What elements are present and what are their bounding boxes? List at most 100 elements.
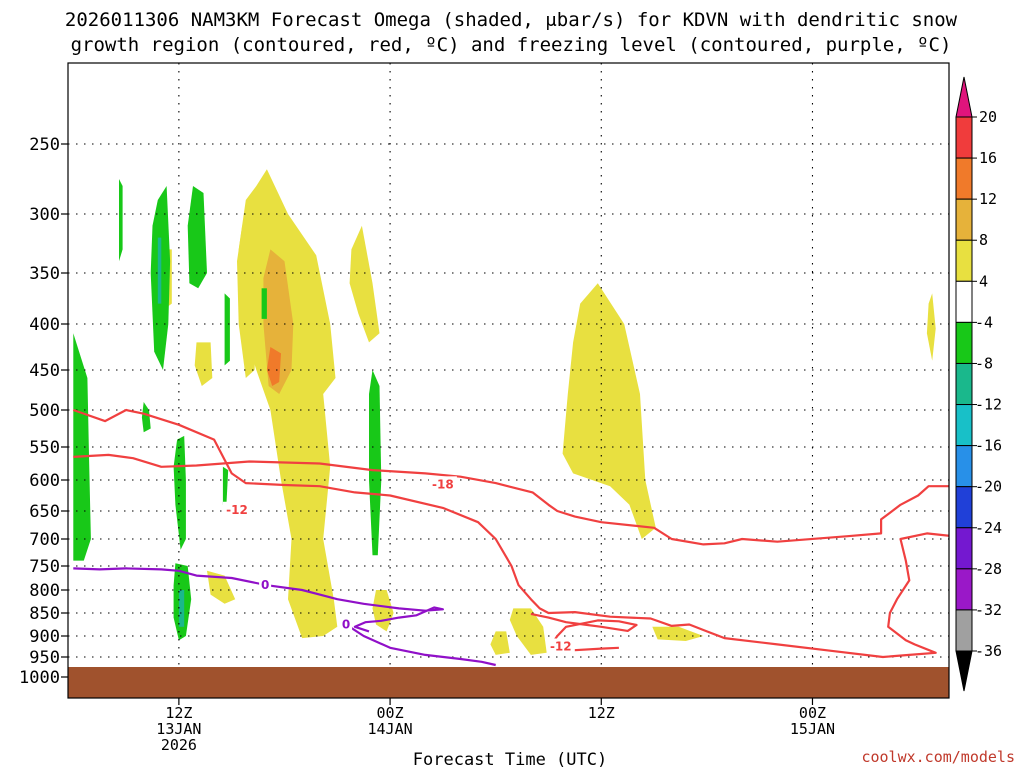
y-tick-label-450: 450 — [29, 361, 60, 381]
colorbar-band-0 — [955, 116, 973, 159]
colorbar-band-12 — [955, 609, 973, 652]
omega-region-25 — [157, 237, 162, 304]
omega-region-10 — [652, 626, 704, 641]
y-tick-label-700: 700 — [29, 530, 60, 550]
y-tick-label-900: 900 — [29, 627, 60, 647]
x-tick-label-1-line2: 14JAN — [368, 720, 413, 738]
omega-region-24 — [369, 370, 382, 556]
freezing-contour-1 — [345, 623, 496, 667]
contour-lines — [72, 408, 949, 667]
omega-region-13 — [266, 347, 281, 386]
y-tick-label-300: 300 — [29, 205, 60, 225]
freezing-contour-label-1: 0 — [342, 618, 350, 632]
contour-labels: -18 -12 -12 0 0 — [222, 476, 575, 654]
omega-region-14 — [73, 333, 91, 561]
omega-region-23 — [222, 466, 229, 505]
omega-region-2 — [349, 225, 380, 343]
y-tick-label-950: 950 — [29, 648, 60, 668]
colorbar-legend: 20 16 12 8 4 -4 -8 -12 -16 -20 -24 -28 -32 -36 — [955, 76, 1002, 692]
x-tick-label-0-line1: 12Z — [165, 704, 192, 722]
colorbar-label-10: -24 — [975, 519, 1002, 537]
omega-region-1 — [237, 214, 257, 378]
y-tick-label-800: 800 — [29, 581, 60, 601]
freezing-contour-label-0-bg — [259, 577, 272, 593]
colorbar-label-12: -32 — [975, 601, 1002, 619]
colorbar-label-9: -20 — [975, 478, 1002, 496]
omega-shading — [73, 169, 936, 655]
x-tick-label-0-line3: 2026 — [161, 736, 197, 754]
chart-title-line-2: growth region (contoured, red, ºC) and f… — [71, 34, 952, 56]
y-tick-label-400: 400 — [29, 315, 60, 335]
omega-region-4 — [194, 342, 213, 386]
omega-region-16 — [187, 186, 207, 289]
y-tick-label-250: 250 — [29, 135, 60, 155]
ground-terrain — [68, 667, 949, 698]
colorbar-label-8: -16 — [975, 437, 1002, 455]
colorbar-label-6: -8 — [975, 354, 993, 372]
dendritic-contour-label-2-bg — [546, 638, 575, 654]
freezing-contour-label-0: 0 — [261, 578, 269, 592]
y-tick-label-750: 750 — [29, 557, 60, 577]
x-axis-label: Forecast Time (UTC) — [413, 750, 607, 768]
colorbar-band-4 — [955, 280, 973, 323]
y-axis-ticks: 250 300 350 400 450 500 550 600 650 700 750 800 850 9… — [19, 135, 68, 688]
omega-region-3 — [562, 283, 656, 539]
omega-region-22 — [261, 288, 267, 319]
freezing-contour-0 — [73, 567, 444, 633]
colorbar-band-5 — [955, 321, 973, 364]
colorbar-label-1: 16 — [979, 149, 997, 167]
dendritic-contour-label-2: -12 — [550, 640, 572, 654]
dendritic-contour-0 — [73, 453, 949, 546]
x-tick-label-1-line1: 00Z — [377, 704, 404, 722]
colorbar-label-2: 12 — [979, 190, 997, 208]
omega-region-17 — [119, 179, 123, 262]
dendritic-contour-label-1-bg — [222, 501, 251, 517]
y-tick-label-1000: 1000 — [19, 668, 60, 688]
omega-region-26 — [178, 590, 185, 627]
dendritic-contour-label-1: -12 — [226, 503, 248, 517]
colorbar-band-7 — [955, 404, 973, 447]
colorbar-label-3: 8 — [979, 231, 988, 249]
colorbar-band-9 — [955, 486, 973, 529]
colorbar-label-5: -4 — [975, 313, 993, 331]
colorbar-band-11 — [955, 568, 973, 611]
dendritic-contour-label-0: -18 — [432, 477, 454, 491]
freezing-contour-label-1-bg — [340, 616, 353, 632]
x-tick-label-3-line1: 00Z — [799, 704, 826, 722]
omega-region-6 — [207, 570, 236, 604]
colorbar-label-4: 4 — [979, 272, 988, 290]
dendritic-contour-1 — [72, 408, 949, 659]
omega-region-9 — [509, 608, 547, 655]
colorbar-bottom-arrow — [955, 650, 973, 692]
x-tick-label-3-line2: 15JAN — [790, 720, 835, 738]
y-tick-label-500: 500 — [29, 401, 60, 421]
x-tick-label-0-line2: 13JAN — [156, 720, 201, 738]
omega-region-0 — [238, 169, 338, 639]
colorbar-band-3 — [955, 239, 973, 282]
plot-frame — [67, 62, 950, 699]
omega-region-8 — [490, 631, 510, 655]
colorbar-label-11: -28 — [975, 560, 1002, 578]
y-tick-label-550: 550 — [29, 438, 60, 458]
y-tick-label-350: 350 — [29, 264, 60, 284]
y-tick-label-850: 850 — [29, 604, 60, 624]
chart-title-line-1: 2026011306 NAM3KM Forecast Omega (shaded… — [65, 9, 958, 31]
colorbar-band-6 — [955, 362, 973, 406]
colorbar-band-10 — [955, 527, 973, 570]
y-tick-label-650: 650 — [29, 502, 60, 522]
colorbar-label-7: -12 — [975, 396, 1002, 414]
dendritic-contour-label-0-bg — [428, 476, 457, 492]
plot-area — [68, 63, 949, 698]
omega-region-11 — [926, 293, 936, 361]
y-tick-label-600: 600 — [29, 471, 60, 491]
colorbar-band-1 — [955, 157, 973, 200]
colorbar-label-13: -36 — [975, 642, 1002, 660]
colorbar-band-2 — [955, 198, 973, 241]
credit-text: coolwx.com/models — [861, 748, 1015, 766]
colorbar-band-8 — [955, 445, 973, 488]
omega-region-21 — [224, 293, 230, 366]
x-tick-label-2-line1: 12Z — [588, 704, 615, 722]
colorbar-label-0: 20 — [979, 108, 997, 126]
